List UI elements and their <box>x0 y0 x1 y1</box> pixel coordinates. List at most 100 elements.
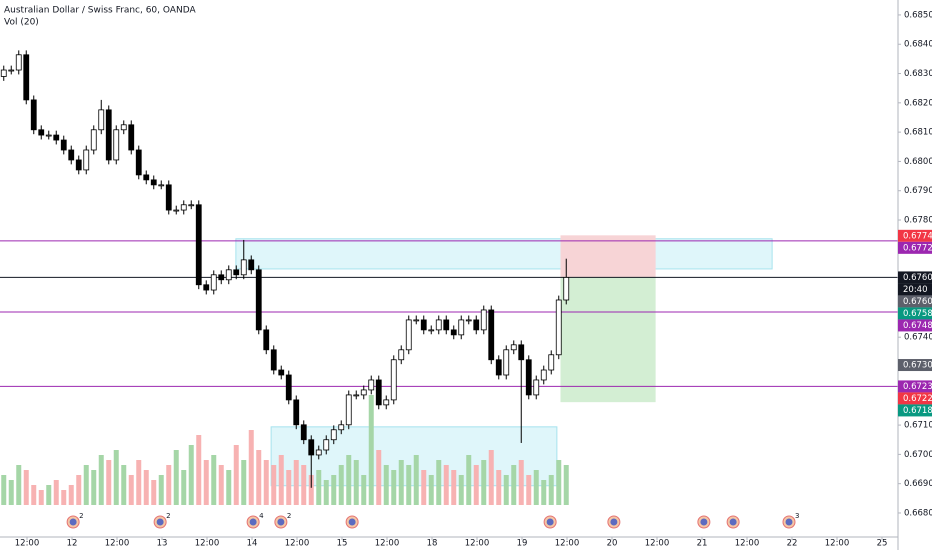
candle-body <box>60 139 67 151</box>
volume-bar <box>406 465 412 505</box>
drawing-box <box>560 276 656 403</box>
candle-body <box>413 319 420 322</box>
event-icon-inner <box>610 518 618 526</box>
volume-bar <box>353 460 359 505</box>
candle-body <box>45 134 52 137</box>
x-tick-label: 14 <box>247 539 258 549</box>
candle-body <box>330 429 337 441</box>
volume-bar <box>556 460 562 505</box>
volume-bar <box>136 460 142 505</box>
candle-body <box>68 149 75 161</box>
volume-bar <box>271 465 277 505</box>
candle-body <box>375 379 382 406</box>
candle-body <box>555 299 562 356</box>
x-tick-label: 12:00 <box>285 539 310 549</box>
price-tag: 0.67180 <box>903 406 932 416</box>
x-tick-label: 19 <box>517 539 528 549</box>
candle-body <box>540 369 547 381</box>
volume-bar <box>113 450 119 505</box>
x-tick-label: 21 <box>697 539 708 549</box>
event-count: 4 <box>259 512 264 520</box>
volume-bar <box>263 460 269 505</box>
price-tag-bg <box>898 229 932 242</box>
volume-bar <box>203 460 209 505</box>
volume-bar <box>293 460 299 505</box>
event-count: 2 <box>287 512 291 520</box>
candle-body <box>248 259 255 271</box>
candle-body <box>428 329 435 332</box>
volume-bar <box>181 470 187 505</box>
x-tick-label: 15 <box>337 539 348 549</box>
volume-bar <box>68 485 74 505</box>
volume-bar <box>526 475 532 505</box>
price-tag-bg <box>898 380 932 393</box>
price-tag: 0.67232 <box>903 382 932 392</box>
volume-bar <box>421 470 427 505</box>
candle-body <box>353 394 360 397</box>
volume-bar <box>226 470 232 505</box>
x-tick-label: 22 <box>787 539 798 549</box>
candle-body <box>293 399 300 426</box>
volume-bar <box>248 430 254 505</box>
x-tick-label: 13 <box>157 539 168 549</box>
volume-bar <box>211 455 217 505</box>
x-tick-label: 18 <box>427 539 438 549</box>
volume-bar <box>301 465 307 505</box>
volume-bar <box>128 475 134 505</box>
candle-body <box>300 424 307 441</box>
candle-body <box>53 134 60 141</box>
volume-bar <box>233 445 239 505</box>
volume-bar <box>473 465 479 505</box>
event-icon-inner <box>729 518 737 526</box>
price-tag-bg <box>898 359 932 372</box>
price-tag-bg <box>898 307 932 320</box>
volume-bar <box>31 485 37 505</box>
volume-bar <box>346 455 352 505</box>
volume-bar <box>76 475 82 505</box>
x-tick-label: 20 <box>607 539 618 549</box>
volume-bar <box>428 475 434 505</box>
volume-bar <box>241 460 247 505</box>
price-tag: 0.67746 <box>903 231 932 241</box>
event-icon-inner <box>546 518 554 526</box>
volume-bar <box>368 395 374 505</box>
volume-bar <box>458 475 464 505</box>
candle-body <box>285 374 292 401</box>
candle-body <box>173 209 180 212</box>
x-tick-label: 12 <box>67 539 78 549</box>
candle-body <box>210 274 217 291</box>
volume-bar <box>218 465 224 505</box>
volume-bar <box>158 475 164 505</box>
candle-body <box>525 359 532 396</box>
event-count: 3 <box>795 512 799 520</box>
x-tick-label: 12:00 <box>15 539 40 549</box>
volume-bar <box>541 480 547 505</box>
volume-bar <box>376 450 382 505</box>
candle-body <box>420 319 427 331</box>
candle-body <box>15 54 22 71</box>
volume-bar <box>256 450 262 505</box>
volume-bar <box>488 450 494 505</box>
volume-bar <box>338 465 344 505</box>
candle-body <box>450 329 457 336</box>
candle-body <box>488 309 495 361</box>
price-tag: 0.67486 <box>903 321 932 331</box>
volume-bar <box>383 465 389 505</box>
volume-bar <box>496 470 502 505</box>
event-icon-inner <box>700 518 708 526</box>
candle-body <box>383 399 390 406</box>
candle-body <box>113 129 120 161</box>
drawing-box <box>560 235 656 278</box>
candle-body <box>143 174 150 181</box>
volume-bar <box>286 470 292 505</box>
volume-bar <box>98 455 104 505</box>
candle-body <box>458 319 465 336</box>
volume-bar <box>533 470 539 505</box>
volume-bar <box>361 475 367 505</box>
